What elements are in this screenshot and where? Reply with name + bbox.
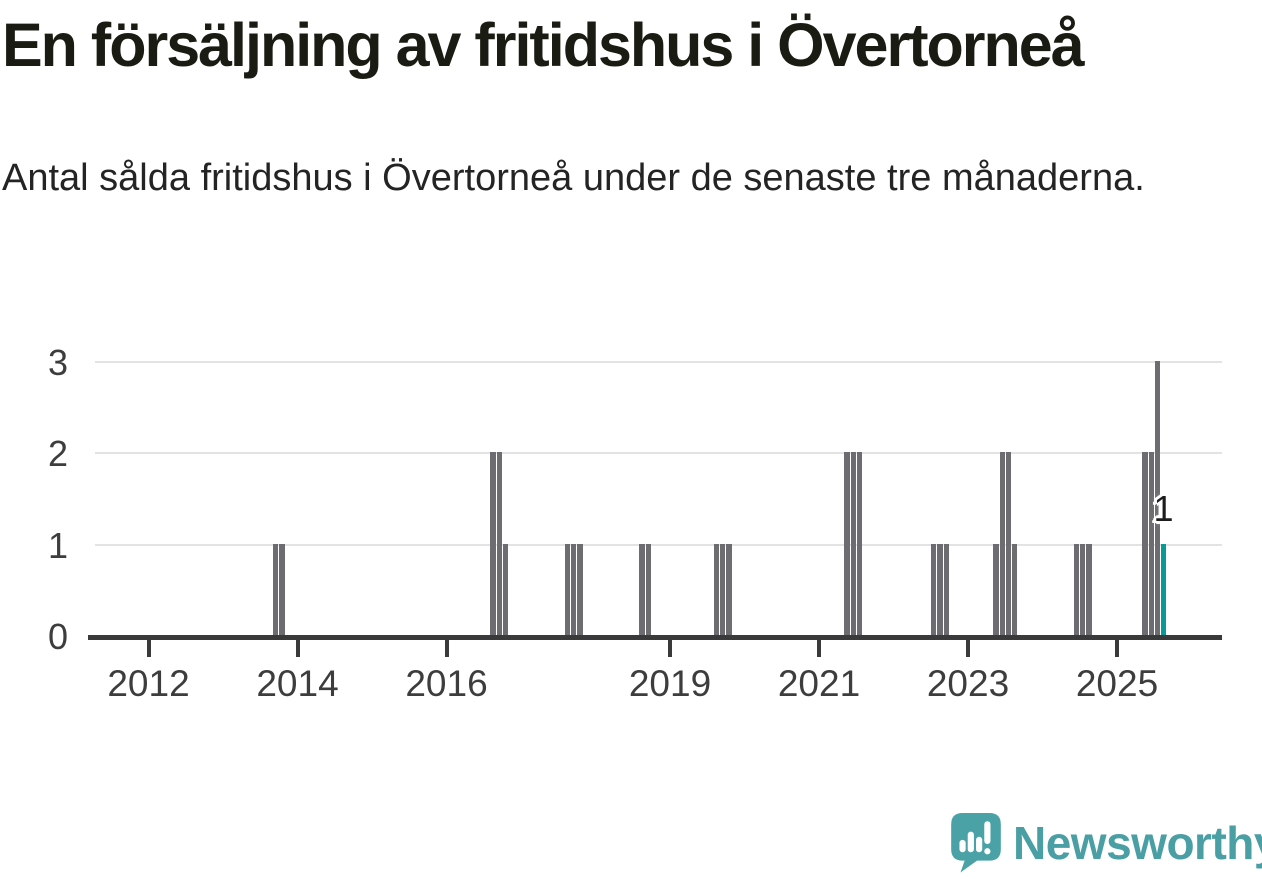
bar-2024-06	[1074, 543, 1080, 636]
bar-2024-08	[1086, 543, 1092, 636]
chart-title: En försäljning av fritidshus i Övertorne…	[2, 11, 1085, 79]
bar-2019-09	[720, 543, 726, 636]
x-axis-tick-2016	[444, 640, 449, 657]
y-axis-label-3: 3	[47, 342, 68, 384]
bar-2016-09	[496, 452, 502, 636]
y-axis-label-2: 2	[47, 433, 68, 475]
bar-2017-09	[571, 543, 577, 636]
x-axis-label-2019: 2019	[628, 663, 712, 704]
bar-2016-10	[502, 543, 509, 636]
gridline-y-1	[95, 543, 1222, 546]
x-axis-tick-2023	[966, 640, 970, 657]
gridline-y-2	[95, 452, 1222, 455]
chart-subtitle: Antal sålda fritidshus i Övertorneå unde…	[2, 157, 1145, 199]
bar-2021-07	[856, 452, 862, 636]
bar-2016-08	[490, 452, 496, 636]
bar-2022-07	[931, 543, 937, 636]
bar-2021-06	[850, 452, 856, 636]
bar-2022-09	[943, 543, 949, 636]
bar-2024-07	[1080, 543, 1086, 636]
bar-2025-07	[1154, 361, 1160, 636]
x-axis-tick-2025	[1115, 640, 1119, 657]
x-axis-label-2023: 2023	[926, 663, 1010, 704]
newsworthy-logo-text: Newsworthy	[1013, 817, 1262, 869]
bar-2013-10	[279, 543, 285, 636]
bar-2025-05	[1142, 452, 1148, 636]
highlight-value-label: 1	[1153, 488, 1174, 529]
newsworthy-logo: Newsworthy	[951, 812, 1262, 874]
x-axis-tick-2019	[668, 640, 672, 657]
bar-2022-08	[937, 543, 943, 636]
bar-2023-05	[993, 543, 999, 636]
x-axis-label-2025: 2025	[1075, 663, 1159, 704]
bar-2025-06	[1148, 452, 1154, 636]
bar-2023-06	[999, 452, 1005, 636]
bar-2013-09	[273, 543, 279, 636]
x-axis-label-2016: 2016	[405, 663, 488, 704]
x-axis-line	[88, 635, 1222, 640]
bar-2023-08	[1011, 543, 1018, 636]
bar-2019-08	[713, 543, 720, 636]
bar-2021-05	[844, 452, 850, 636]
x-axis-label-2012: 2012	[107, 663, 190, 704]
y-axis-label-1: 1	[47, 524, 68, 566]
gridline-y-3	[95, 361, 1222, 364]
bar-2018-09	[645, 543, 651, 636]
newsworthy-logo-icon	[951, 813, 1001, 873]
bar-2017-10	[577, 543, 583, 636]
x-axis-tick-2012	[146, 640, 151, 657]
bar-highlight-2025-08	[1160, 543, 1167, 636]
bar-2018-08	[639, 543, 645, 636]
x-axis-label-2014: 2014	[256, 663, 339, 704]
bar-2023-07	[1005, 452, 1011, 636]
x-axis-tick-2021	[817, 640, 821, 657]
bar-2017-08	[564, 543, 571, 636]
x-axis-tick-2014	[295, 640, 300, 657]
x-axis-label-2021: 2021	[777, 663, 861, 704]
bar-2019-10	[726, 543, 732, 636]
y-axis-label-0: 0	[47, 616, 68, 657]
